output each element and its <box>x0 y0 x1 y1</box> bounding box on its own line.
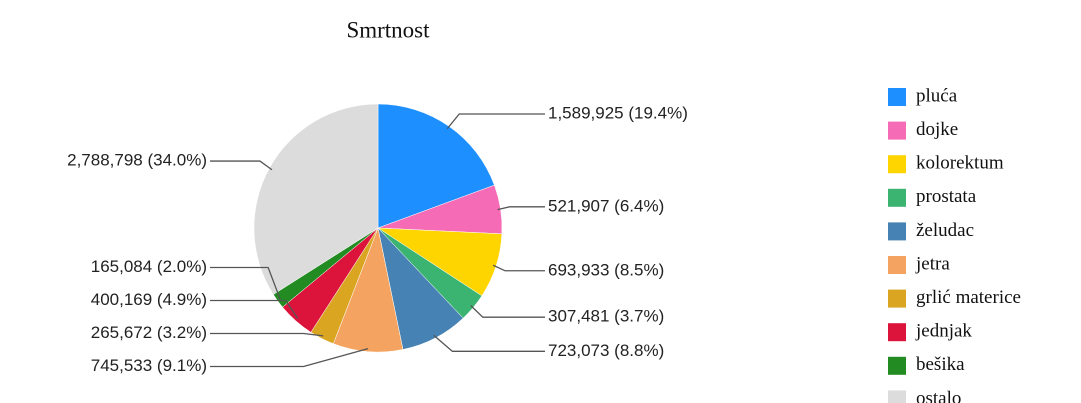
legend-swatch <box>888 323 906 342</box>
leader-line <box>210 332 324 337</box>
legend-swatch <box>888 188 906 207</box>
legend-label: pluća <box>916 85 958 106</box>
legend-label: jetra <box>915 253 950 274</box>
legend-swatch <box>888 289 906 308</box>
legend-swatch <box>888 88 906 106</box>
data-label: 745,533 (9.1%) <box>91 356 207 375</box>
legend-label: dojke <box>916 119 958 140</box>
leader-line <box>210 299 299 319</box>
leader-line <box>210 347 369 368</box>
leader-line <box>433 334 545 352</box>
legend-swatch <box>888 390 906 403</box>
data-label: 265,672 (3.2%) <box>91 323 207 342</box>
legend-label: jednjak <box>915 321 972 342</box>
data-label: 693,933 (8.5%) <box>548 260 664 279</box>
legend-swatch <box>888 256 906 274</box>
leader-line <box>470 305 545 318</box>
legend-label: kolorektum <box>916 153 1004 174</box>
data-label: 307,481 (3.7%) <box>548 307 664 326</box>
leader-line <box>210 266 281 300</box>
data-label: 1,589,925 (19.4%) <box>548 103 688 122</box>
legend-swatch <box>888 222 906 241</box>
chart-title: Smrtnost <box>346 17 430 42</box>
legend-label: ostalo <box>916 388 961 403</box>
legend-swatch <box>888 155 906 174</box>
leader-line <box>446 113 545 130</box>
data-label: 165,084 (2.0%) <box>91 257 207 276</box>
data-label: 521,907 (6.4%) <box>548 196 664 215</box>
leader-line <box>497 206 545 211</box>
leader-line <box>210 160 273 171</box>
data-label: 2,788,798 (34.0%) <box>67 151 207 170</box>
legend-swatch <box>888 356 906 375</box>
legend-label: želudac <box>916 220 974 241</box>
legend-label: prostata <box>916 186 977 207</box>
legend-swatch <box>888 121 906 140</box>
legend-label: grlić materice <box>916 287 1021 308</box>
legend-label: bešika <box>916 354 965 375</box>
data-label: 400,169 (4.9%) <box>91 290 207 309</box>
leader-line <box>492 264 545 272</box>
data-label: 723,073 (8.8%) <box>548 341 664 360</box>
